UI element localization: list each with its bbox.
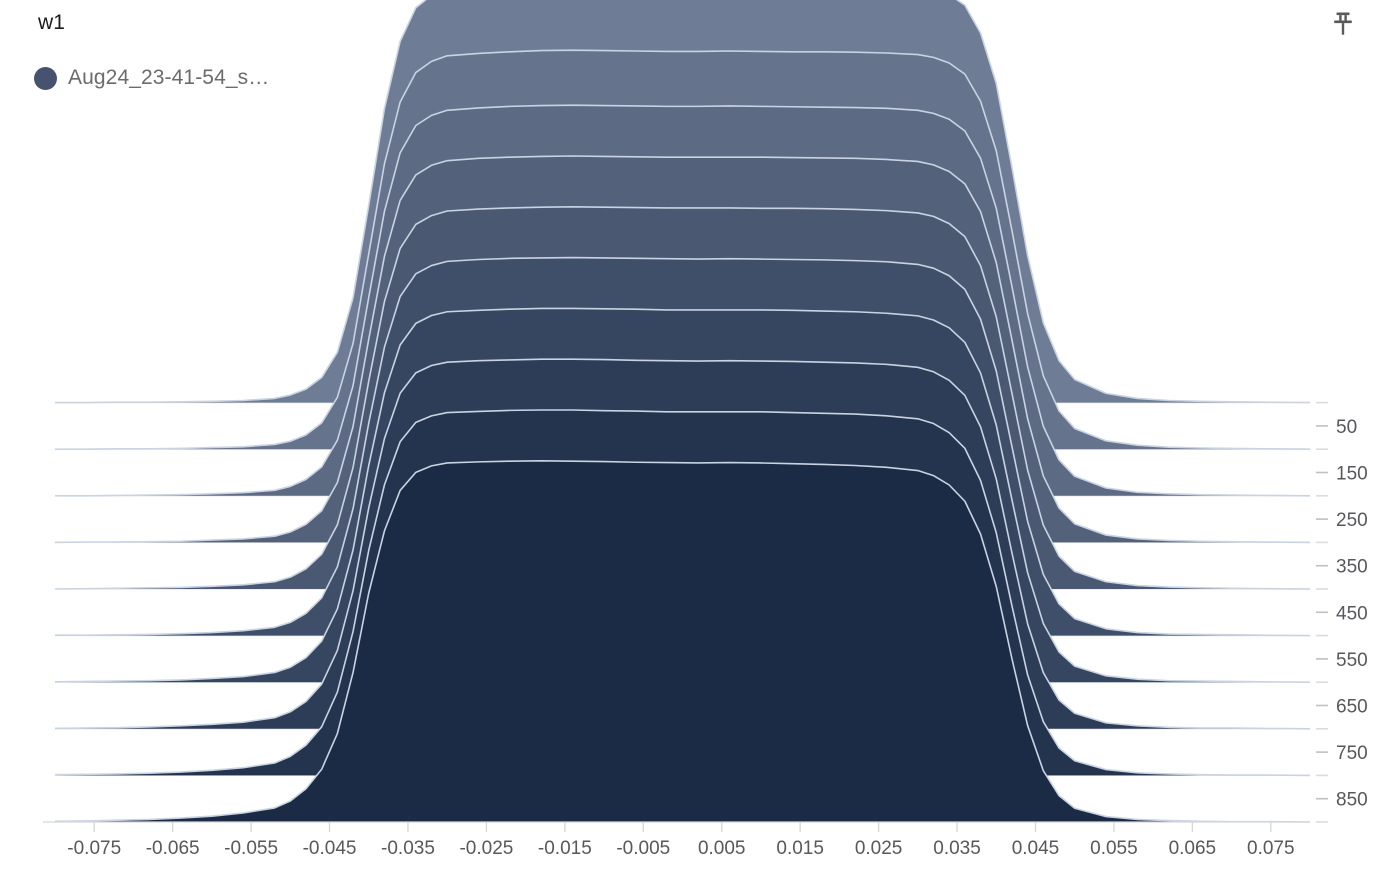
x-tick-label: 0.025	[855, 838, 903, 859]
x-tick-label: 0.065	[1169, 838, 1217, 859]
y-tick-label: 750	[1336, 743, 1368, 764]
x-tick-label: -0.045	[303, 838, 357, 859]
x-tick-label: -0.015	[538, 838, 592, 859]
legend-color-swatch	[34, 66, 57, 90]
y-axis: 50 150 250 350 450 550 650 750 850	[1316, 401, 1368, 823]
y-tick-label: 450	[1336, 603, 1368, 624]
y-tick-label: 550	[1336, 650, 1368, 671]
x-tick-label: -0.025	[459, 838, 513, 859]
baseline-grid	[55, 402, 1310, 777]
y-tick-label: 650	[1336, 697, 1368, 718]
x-tick-label: 0.055	[1090, 838, 1138, 859]
x-tick-label: -0.055	[224, 838, 278, 859]
ridge-series	[54, 460, 1311, 823]
x-tick-label: -0.035	[381, 838, 435, 859]
ridge-series	[54, 206, 1311, 590]
ridge-series	[55, 0, 1311, 404]
y-tick-label: 350	[1336, 557, 1368, 578]
x-tick-label: 0.005	[698, 838, 746, 859]
legend[interactable]: Aug24_23-41-54_s…	[34, 66, 269, 90]
legend-item-label: Aug24_23-41-54_s…	[68, 66, 270, 89]
y-tick-label: 150	[1336, 464, 1368, 485]
y-tick-label: 850	[1336, 790, 1368, 811]
y-tick-label: 250	[1336, 510, 1368, 531]
pin-icon[interactable]	[1326, 8, 1360, 42]
x-tick-label: -0.075	[67, 838, 121, 859]
ridge-series	[54, 409, 1311, 777]
x-tick-label: 0.035	[933, 838, 981, 859]
y-tick-label: 50	[1336, 417, 1357, 438]
x-tick-label: -0.065	[146, 838, 200, 859]
page-title: w1	[38, 11, 66, 34]
ridge-series	[54, 307, 1311, 683]
ridge-series	[54, 358, 1311, 730]
x-axis: -0.075 -0.065 -0.055 -0.045 -0.035 -0.025 -0.0…	[43, 821, 1310, 859]
ridge-series	[55, 49, 1311, 450]
ridge-series	[54, 155, 1311, 544]
x-tick-label: 0.015	[776, 838, 824, 859]
x-tick-label: -0.005	[616, 838, 670, 859]
ridge-series	[55, 104, 1311, 497]
x-tick-label: 0.075	[1247, 838, 1295, 859]
ridge-series	[55, 256, 1311, 637]
x-tick-label: 0.045	[1012, 838, 1060, 859]
